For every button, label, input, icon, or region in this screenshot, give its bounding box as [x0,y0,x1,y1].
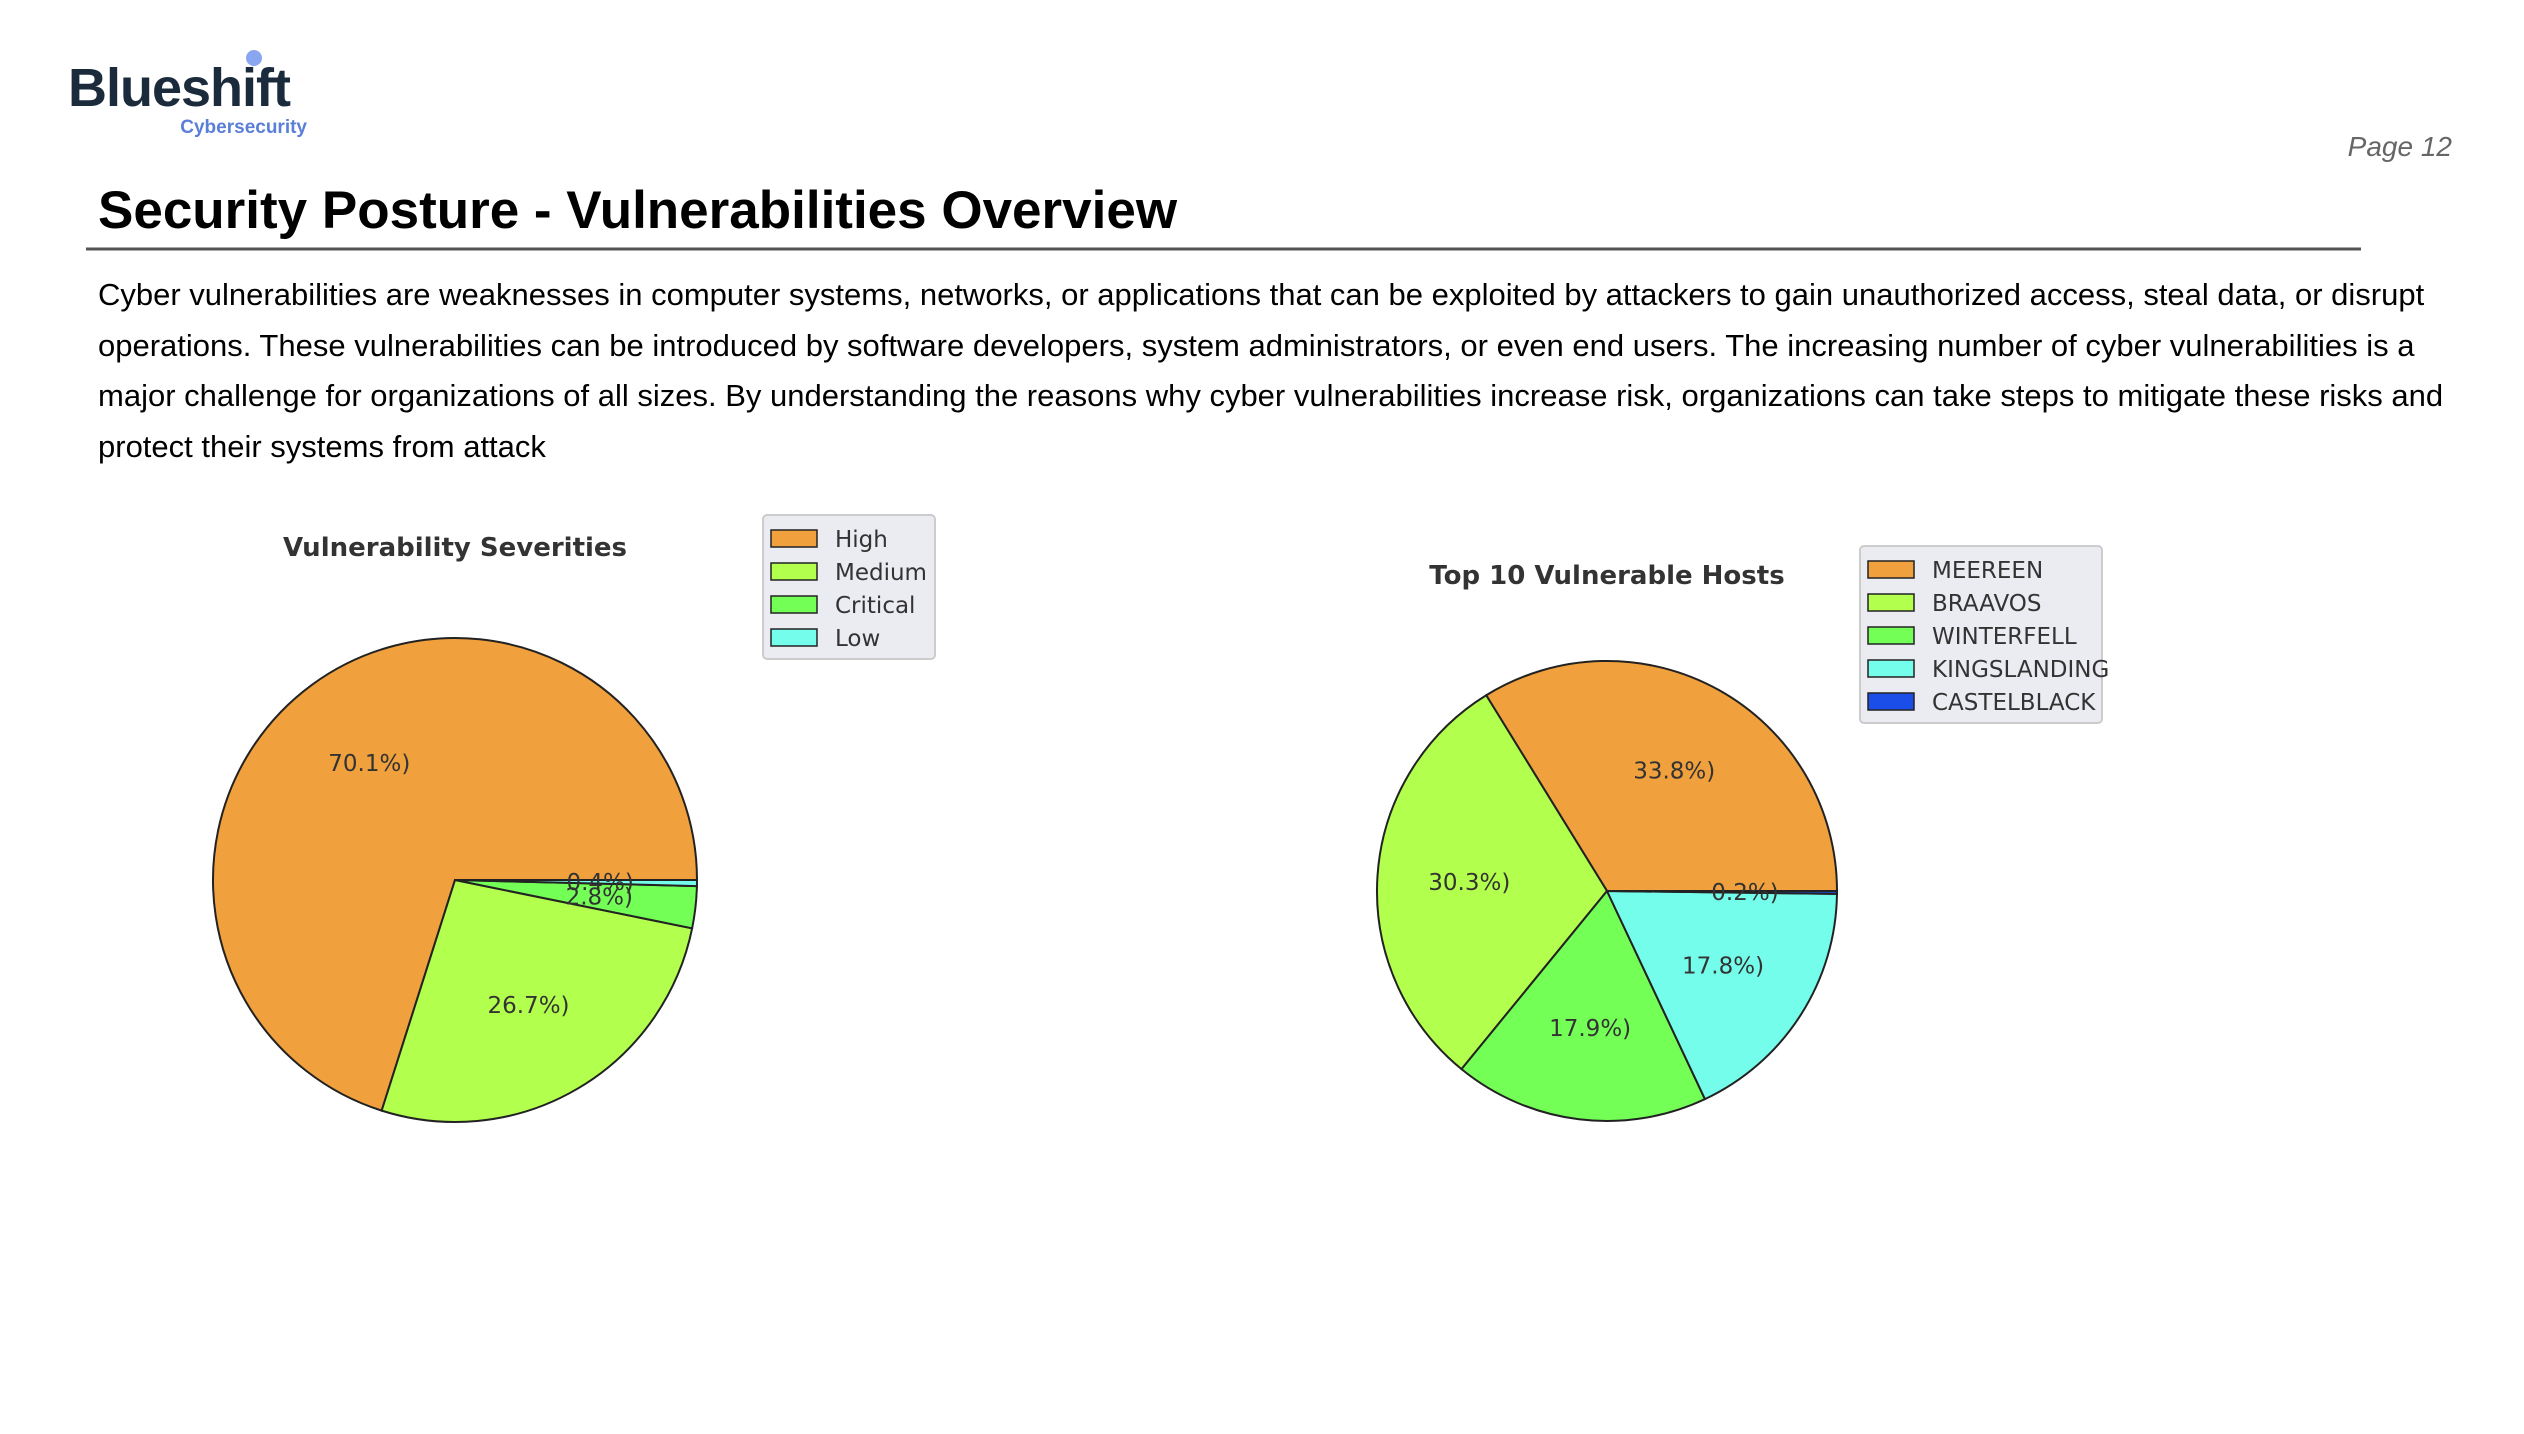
slice-label: 17.9%) [1549,1016,1631,1042]
pie-slice [212,637,699,1112]
legend-swatch [1867,593,1915,612]
legend-box [1859,545,2103,724]
legend-label: WINTERFELL [1932,624,2077,650]
slice-label: 0.4%) [566,870,633,896]
pie-slice [1460,889,1707,1122]
logo-subtitle: Cybersecurity [180,117,307,138]
slice-label: 30.3%) [1428,870,1510,896]
slice-label: 33.8%) [1633,758,1715,784]
slice-label: 2.8%) [566,884,633,910]
slice-label: 70.1%) [328,751,410,777]
slice-label: 0.2%) [1711,880,1778,906]
legend-label: Low [835,626,880,652]
legend-label: High [835,527,888,553]
chart-title: Vulnerability Severities [283,533,627,563]
slice-label: 26.7%) [487,993,569,1019]
logo-dot [246,50,262,66]
legend-label: MEEREEN [1932,558,2043,584]
legend-swatch [770,529,818,548]
pie-slice [1484,660,1839,892]
legend-swatch [770,628,818,647]
legend-swatch [1867,659,1915,678]
legend-label: Medium [835,560,927,586]
legend-swatch [1867,626,1915,645]
legend-swatch [770,595,818,614]
page-number: Page 12 [2348,131,2453,162]
legend-label: KINGSLANDING [1932,657,2109,683]
legend-swatch [1867,692,1915,711]
logo: Blueshift [68,58,291,118]
legend-label: Critical [835,593,915,619]
legend-label: BRAAVOS [1932,591,2042,617]
legend-label: CASTELBLACK [1932,690,2096,716]
legend-swatch [770,562,818,581]
page-title: Security Posture - Vulnerabilities Overv… [98,181,1178,240]
legend-box [762,514,936,660]
pie-slice [380,878,694,1123]
paragraph: Cyber vulnerabilities are weaknesses in … [98,277,2444,464]
pie-slice [1606,890,1839,895]
pie-slice [1605,889,1838,1101]
slice-label: 17.8%) [1682,954,1764,980]
pie-slice [454,879,699,888]
pie-slice [1376,693,1609,1071]
legend-swatch [1867,560,1915,579]
chart-title: Top 10 Vulnerable Hosts [1429,561,1784,591]
